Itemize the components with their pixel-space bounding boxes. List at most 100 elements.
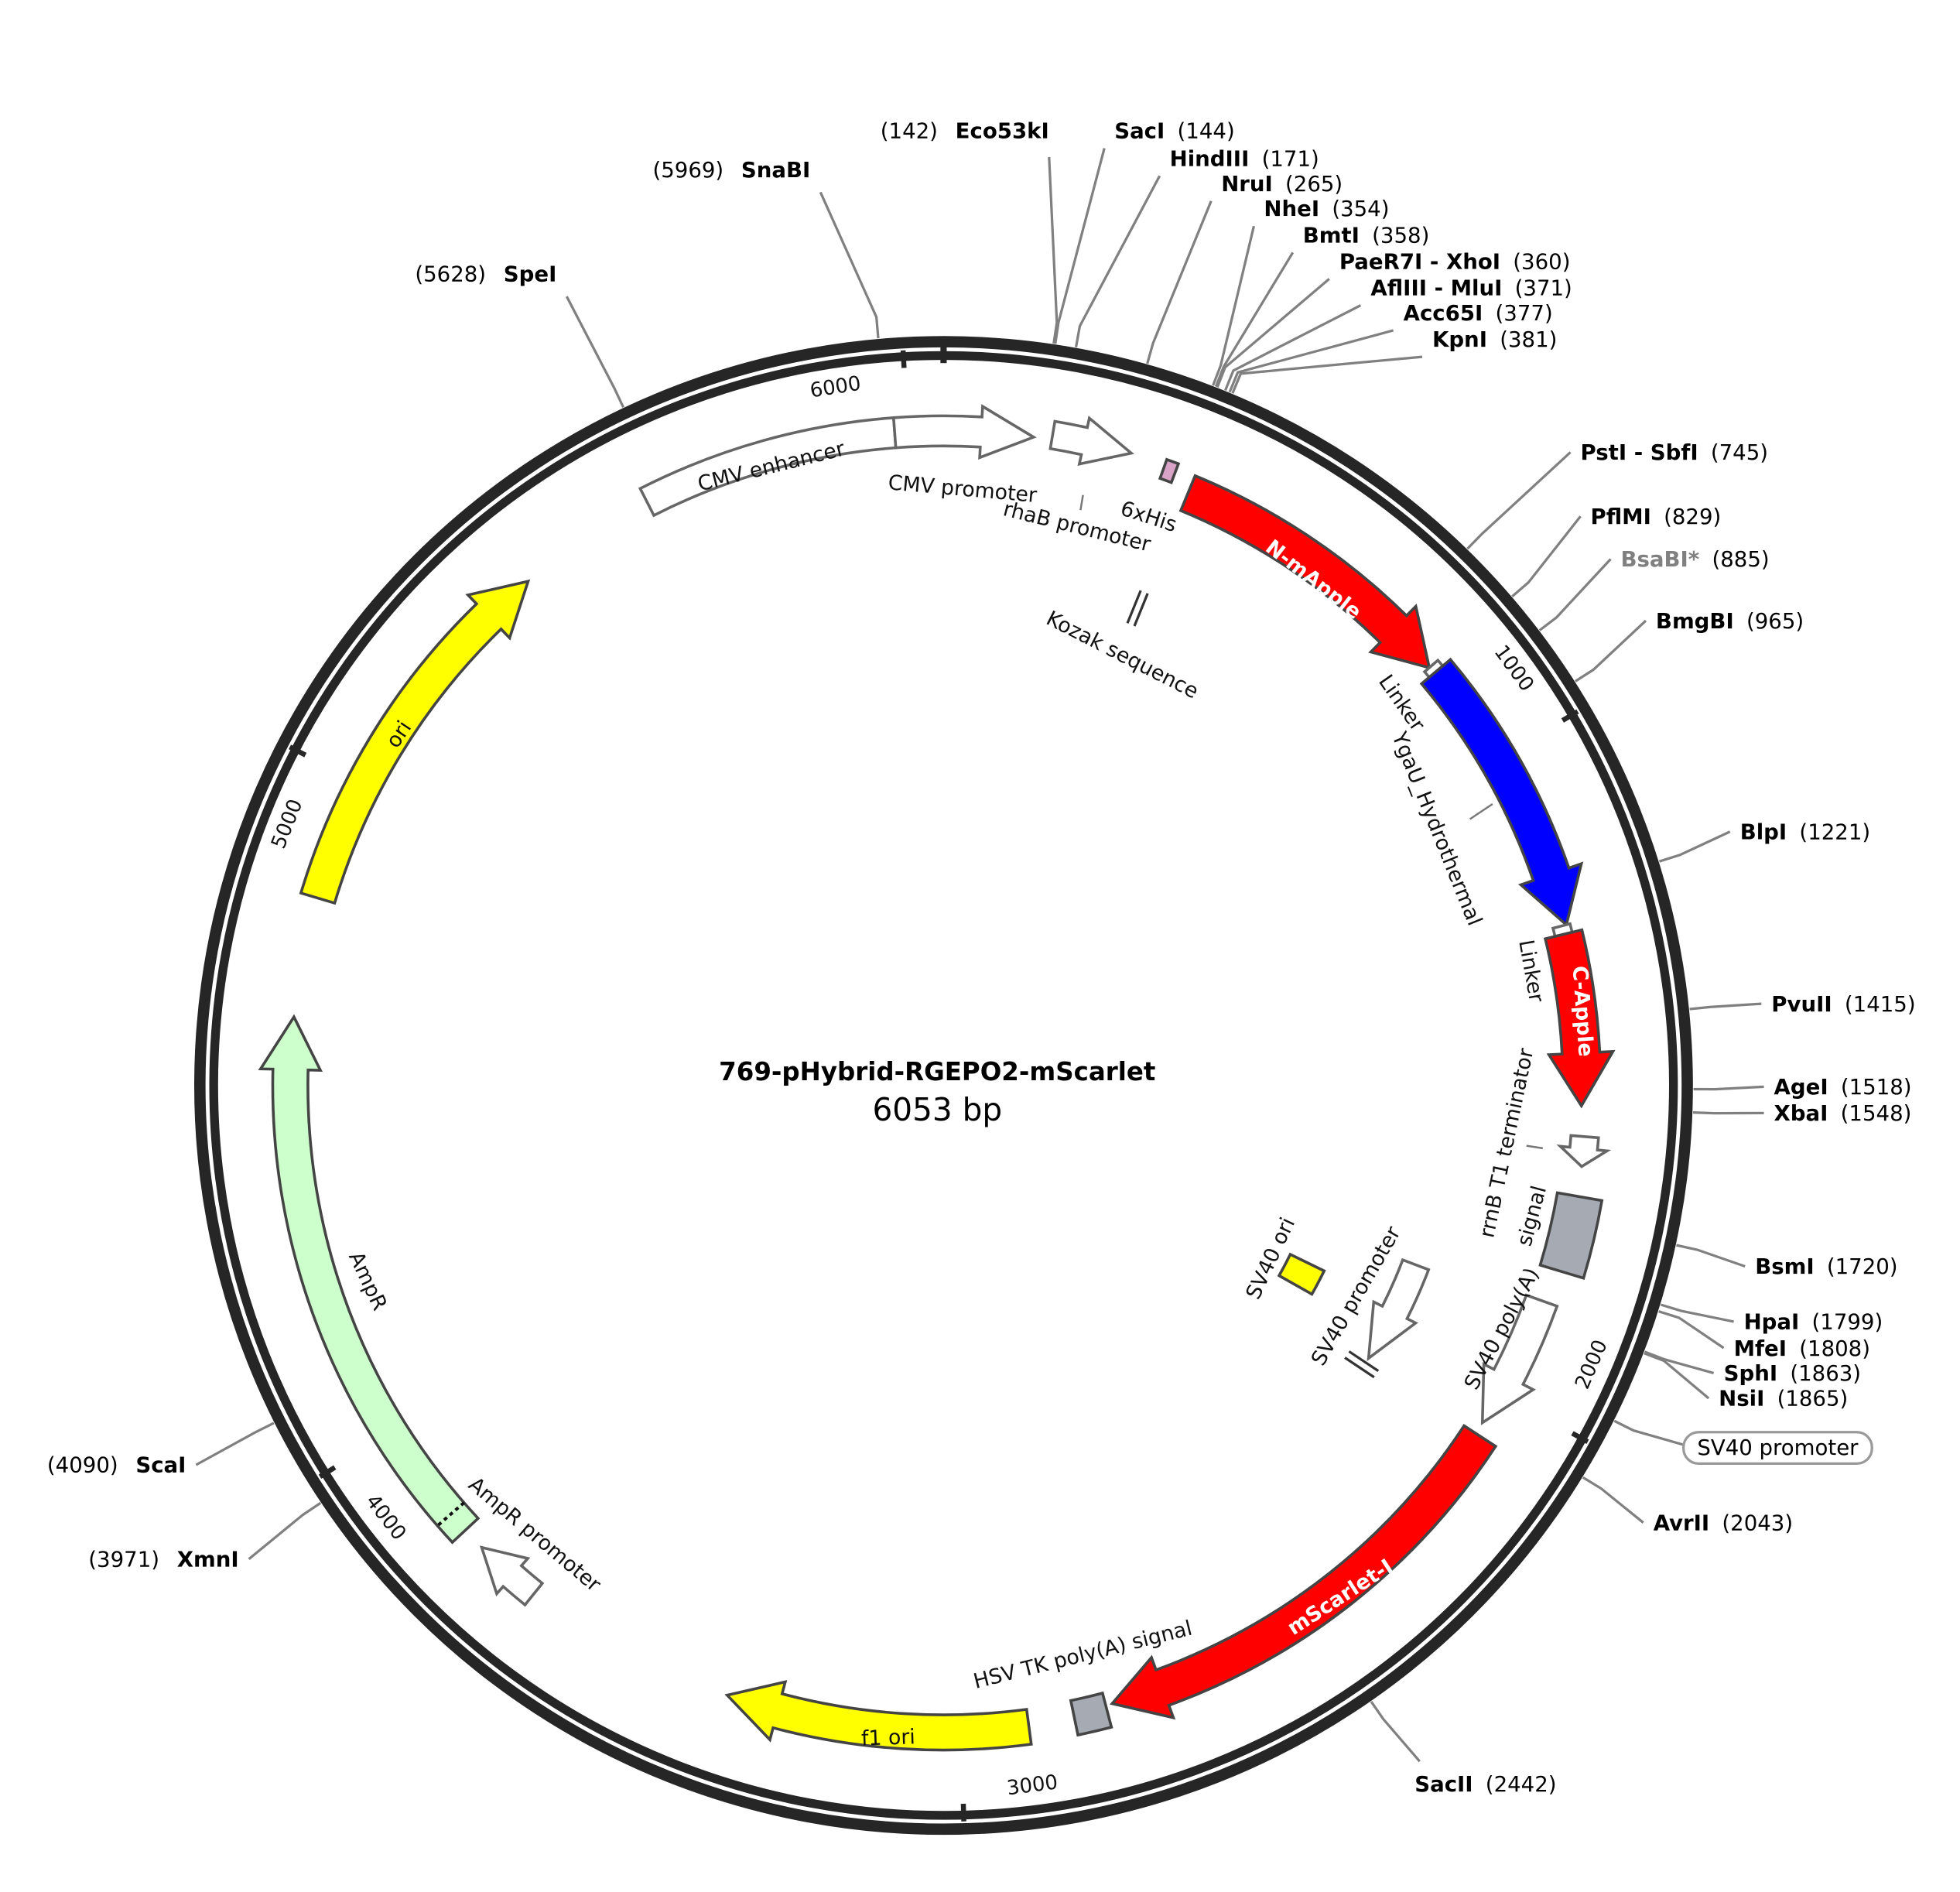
unlabeled-promoter-feature[interactable] [1480, 1293, 1559, 1425]
site-pvuii[interactable]: PvuII (1415) [1689, 991, 1916, 1017]
site-paer7i-xhoi[interactable]: PaeR7I - XhoI (360) [1216, 248, 1571, 388]
site-leader-line [1660, 1303, 1734, 1323]
site-label[interactable]: (4090) ScaI [47, 1452, 186, 1478]
site-bmti[interactable]: BmtI (358) [1214, 222, 1430, 388]
c-apple-feature[interactable] [1543, 928, 1616, 1109]
sv40-poly-a-feature[interactable] [1538, 1191, 1604, 1280]
ygau-hydrothermal-feature[interactable] [1419, 657, 1584, 928]
site-bsabi[interactable]: BsaBI* (885) [1538, 546, 1770, 631]
site-name: AvrII [1654, 1510, 1709, 1535]
site-label[interactable]: PvuII (1415) [1771, 991, 1915, 1017]
site-position: (1221) [1799, 819, 1870, 845]
site-label[interactable]: BsmI (1720) [1755, 1254, 1897, 1279]
site-label[interactable]: PaeR7I - XhoI (360) [1339, 248, 1571, 274]
site-xbai[interactable]: XbaI (1548) [1692, 1100, 1912, 1126]
site-label[interactable]: BsaBI* (885) [1620, 546, 1769, 572]
site-name: PstI - SbfI [1581, 440, 1698, 465]
site-position: (5628) [415, 262, 486, 287]
site-hindiii[interactable]: HindIII (171) [1074, 145, 1319, 347]
site-psti-sbfi[interactable]: PstI - SbfI (745) [1466, 440, 1769, 550]
site-leader-line [1658, 830, 1731, 863]
kozak-sequence-feature[interactable] [1133, 593, 1149, 627]
site-label[interactable]: PstI - SbfI (745) [1581, 440, 1769, 465]
site-label[interactable]: BmtI (358) [1303, 222, 1430, 248]
site-label[interactable]: SacI (144) [1114, 118, 1235, 144]
feature-label: Kozak sequence [1042, 607, 1202, 704]
site-agei[interactable]: AgeI (1518) [1693, 1074, 1912, 1100]
6xhis-feature[interactable] [1158, 457, 1181, 484]
site-sphi[interactable]: SphI (1863) [1644, 1350, 1861, 1386]
site-position: (1865) [1777, 1386, 1849, 1411]
ori-feature[interactable] [299, 579, 531, 905]
sv40-ori-feature[interactable] [1277, 1252, 1326, 1296]
site-label[interactable]: (5628) SpeI [415, 262, 556, 287]
site-nhei[interactable]: NheI (354) [1212, 196, 1390, 386]
site-position: (354) [1332, 196, 1389, 221]
feature-label: AmpR [344, 1248, 392, 1315]
callout-pill [1682, 1431, 1873, 1466]
site-label[interactable]: NheI (354) [1264, 196, 1389, 221]
site-saci[interactable]: SacI (144) [1054, 118, 1235, 344]
backbone-outer-ring [193, 336, 1693, 1836]
site-label[interactable]: (5969) SnaBI [653, 157, 811, 183]
site-label[interactable]: NsiI (1865) [1719, 1386, 1848, 1411]
f1-ori-feature[interactable] [724, 1680, 1033, 1752]
rrnb-t1-terminator-feature[interactable] [1556, 1134, 1612, 1168]
site-label[interactable]: AgeI (1518) [1774, 1074, 1912, 1100]
mscarlet-i-feature[interactable] [1110, 1423, 1498, 1720]
hsv-tk-poly-a-signal-feature[interactable] [1069, 1691, 1113, 1737]
site-pflmi[interactable]: PflMI (829) [1511, 504, 1722, 597]
restriction-sites: (142) Eco53kI SacI (144)HindIII (171)NruI (26… [47, 118, 1916, 1798]
site-hpai[interactable]: HpaI (1799) [1660, 1303, 1883, 1335]
site-avrii[interactable]: AvrII (2043) [1582, 1476, 1793, 1535]
site-sacii[interactable]: SacII (2442) [1370, 1701, 1557, 1797]
site-nrui[interactable]: NruI (265) [1146, 171, 1343, 364]
site-spei[interactable]: (5628) SpeI [415, 262, 625, 408]
site-label[interactable]: (3971) XmnI [88, 1547, 238, 1572]
site-label[interactable]: XbaI (1548) [1774, 1100, 1912, 1126]
site-name: SacI [1114, 118, 1165, 144]
site-label[interactable]: BlpI (1221) [1740, 819, 1870, 845]
site-label[interactable]: AvrII (2043) [1654, 1510, 1793, 1535]
site-label[interactable]: MfeI (1808) [1734, 1336, 1870, 1361]
site-kpni[interactable]: KpnI (381) [1231, 327, 1558, 394]
site-bsmi[interactable]: BsmI (1720) [1676, 1244, 1898, 1279]
site-eco53ki[interactable]: (142) Eco53kI [881, 118, 1059, 344]
n-mapple-feature[interactable] [1178, 474, 1432, 670]
rhab-promoter-feature[interactable] [1048, 416, 1134, 466]
site-label[interactable]: SphI (1863) [1724, 1360, 1861, 1386]
site-label[interactable]: KpnI (381) [1432, 327, 1557, 352]
site-afliii-mlui[interactable]: AflIII - MluI (371) [1224, 275, 1572, 392]
site-label[interactable]: HindIII (171) [1170, 145, 1319, 171]
site-mfei[interactable]: MfeI (1808) [1658, 1310, 1870, 1361]
feature-label: Linker [1514, 938, 1548, 1004]
feature-label: Linker [1373, 670, 1429, 735]
site-position: (2043) [1722, 1510, 1793, 1535]
site-acc65i[interactable]: Acc65I (377) [1228, 300, 1553, 393]
sv40-promoter-callout[interactable]: SV40 promoter [1613, 1419, 1873, 1466]
site-leader-line [1228, 329, 1394, 393]
site-position: (1720) [1827, 1254, 1898, 1279]
cmv-promoter-feature[interactable] [891, 404, 1037, 460]
site-label[interactable]: Acc65I (377) [1404, 300, 1553, 326]
site-scai[interactable]: (4090) ScaI [47, 1422, 275, 1478]
site-label[interactable]: HpaI (1799) [1744, 1309, 1883, 1335]
ampr-feature[interactable] [258, 1014, 481, 1545]
site-label[interactable]: BmgBI (965) [1656, 608, 1804, 634]
site-blpi[interactable]: BlpI (1221) [1658, 819, 1870, 863]
site-name: PflMI [1591, 504, 1651, 529]
site-bmgbi[interactable]: BmgBI (965) [1575, 608, 1804, 683]
site-label[interactable]: (142) Eco53kI [881, 118, 1049, 144]
site-nsii[interactable]: NsiI (1865) [1644, 1352, 1849, 1411]
site-position: (265) [1285, 171, 1343, 197]
site-label[interactable]: AflIII - MluI (371) [1370, 275, 1572, 301]
site-label[interactable]: PflMI (829) [1591, 504, 1722, 529]
kozak-sequence-feature[interactable] [1126, 590, 1142, 624]
site-name: BsmI [1755, 1254, 1814, 1279]
site-xmni[interactable]: (3971) XmnI [88, 1501, 322, 1572]
site-label[interactable]: NruI (265) [1221, 171, 1343, 197]
site-label[interactable]: SacII (2442) [1414, 1771, 1556, 1797]
sv40-promoter-feature[interactable] [1367, 1257, 1431, 1362]
ampr-promoter-feature[interactable] [479, 1545, 545, 1607]
site-snabi[interactable]: (5969) SnaBI [653, 157, 880, 339]
